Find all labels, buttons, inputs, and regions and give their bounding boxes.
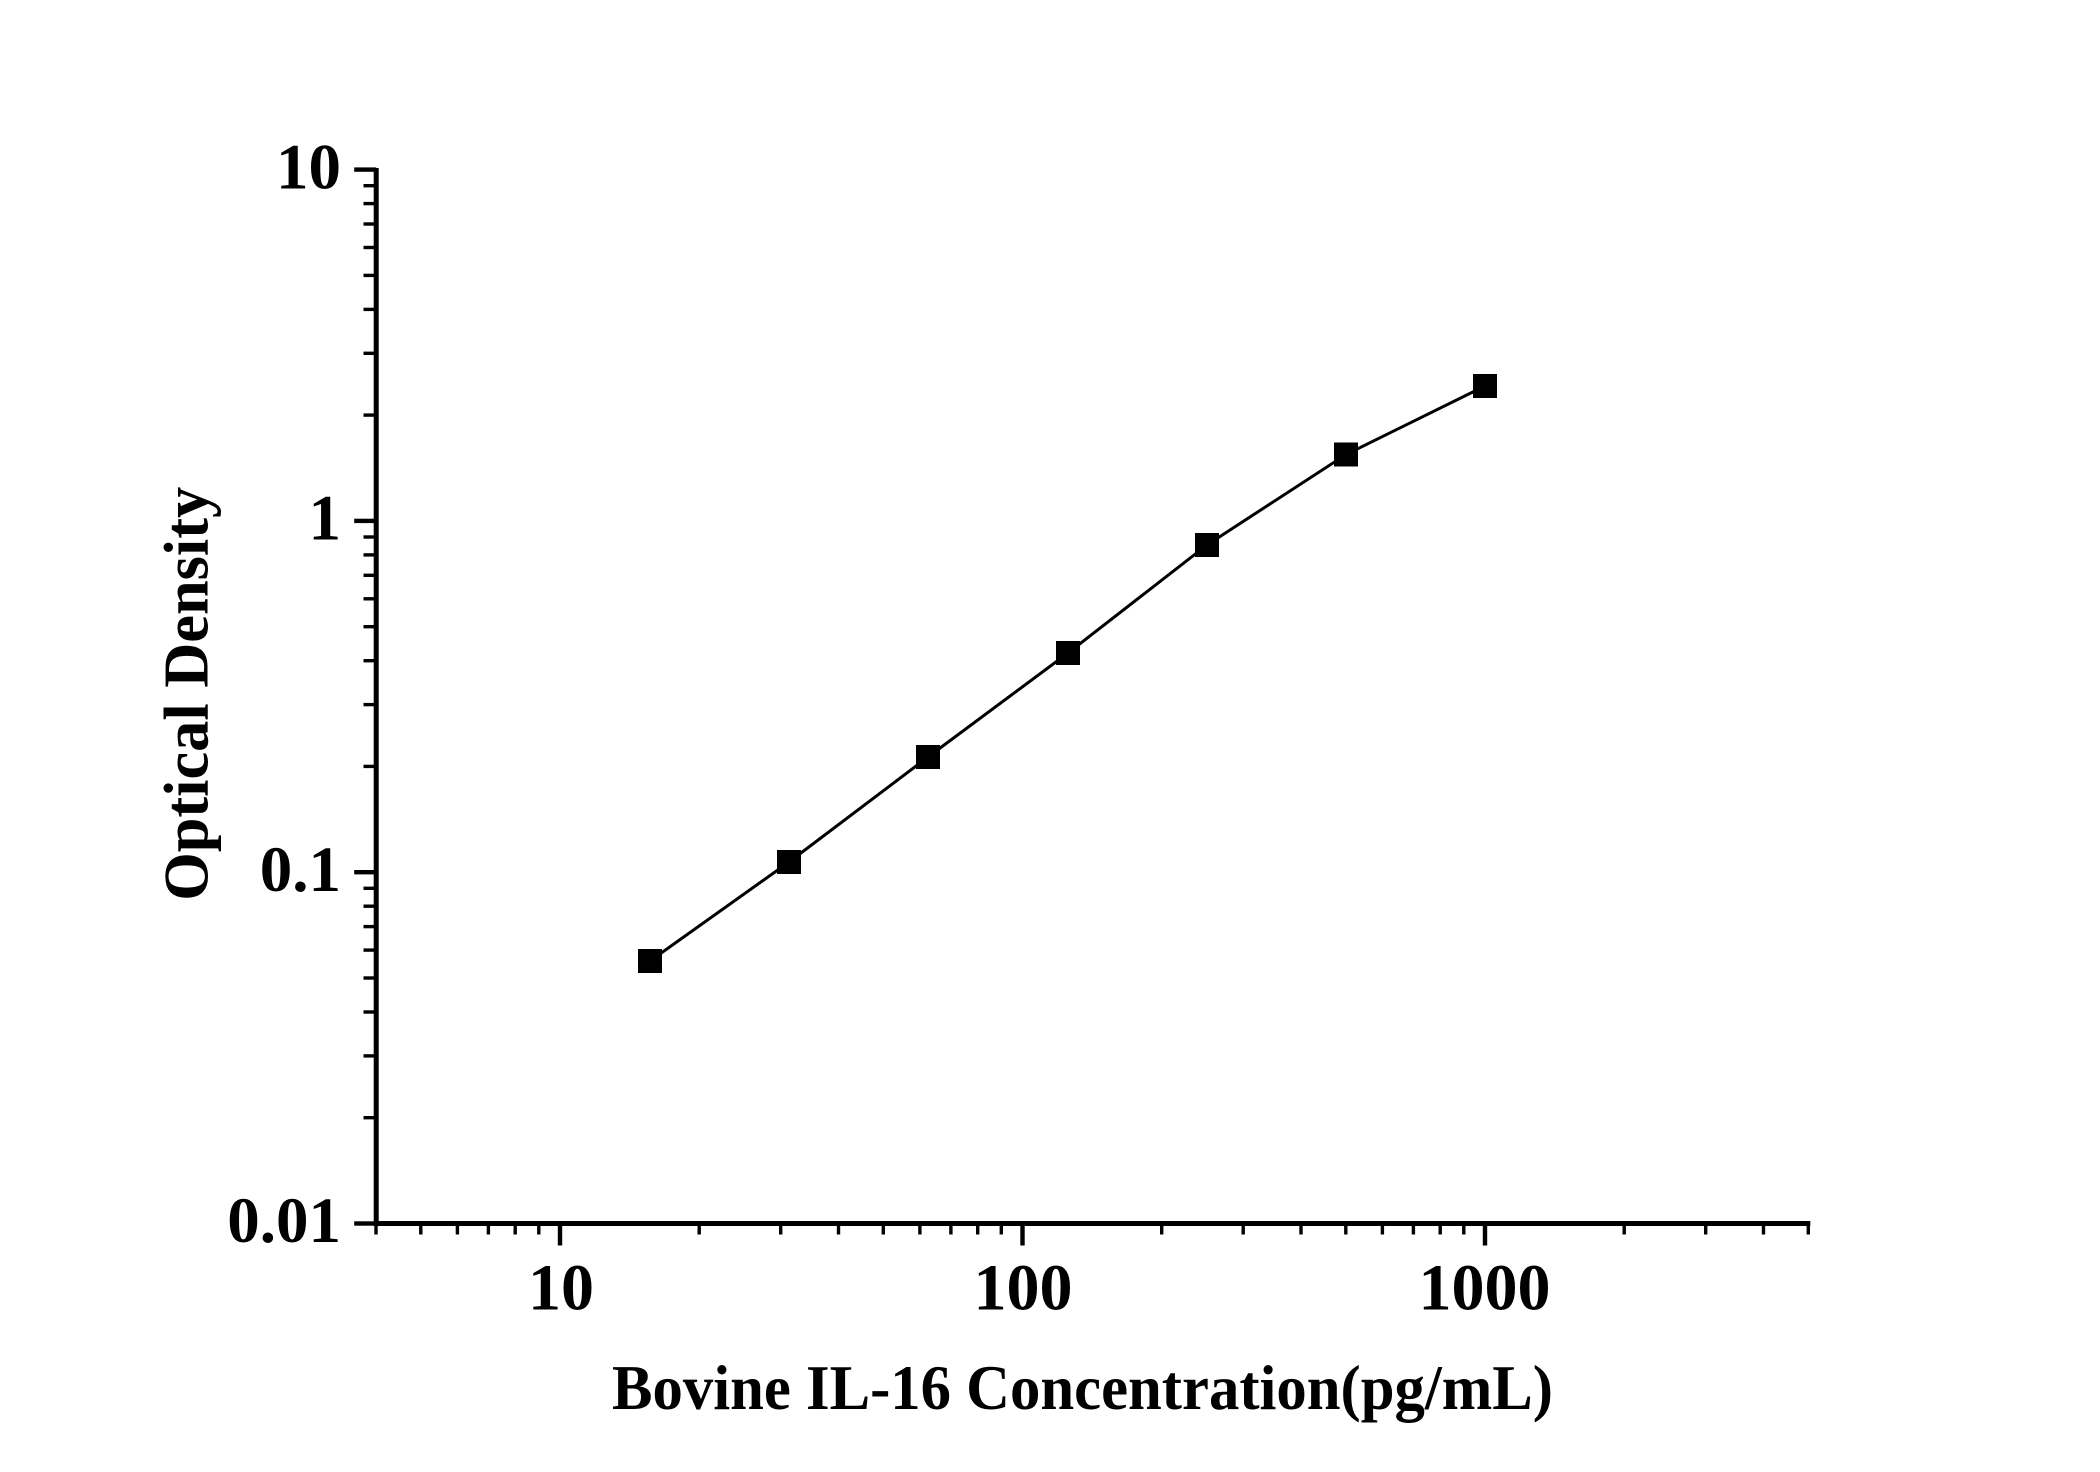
svg-text:Bovine IL-16 Concentration(pg/: Bovine IL-16 Concentration(pg/mL) [612,1352,1553,1423]
svg-text:10: 10 [528,1252,594,1325]
svg-text:1000: 1000 [1419,1252,1551,1325]
svg-text:100: 100 [974,1252,1073,1325]
svg-text:0.1: 0.1 [260,834,341,906]
svg-text:10: 10 [276,131,341,203]
svg-text:0.01: 0.01 [227,1185,341,1257]
svg-text:Optical Density: Optical Density [151,487,222,901]
svg-text:1: 1 [309,483,342,555]
